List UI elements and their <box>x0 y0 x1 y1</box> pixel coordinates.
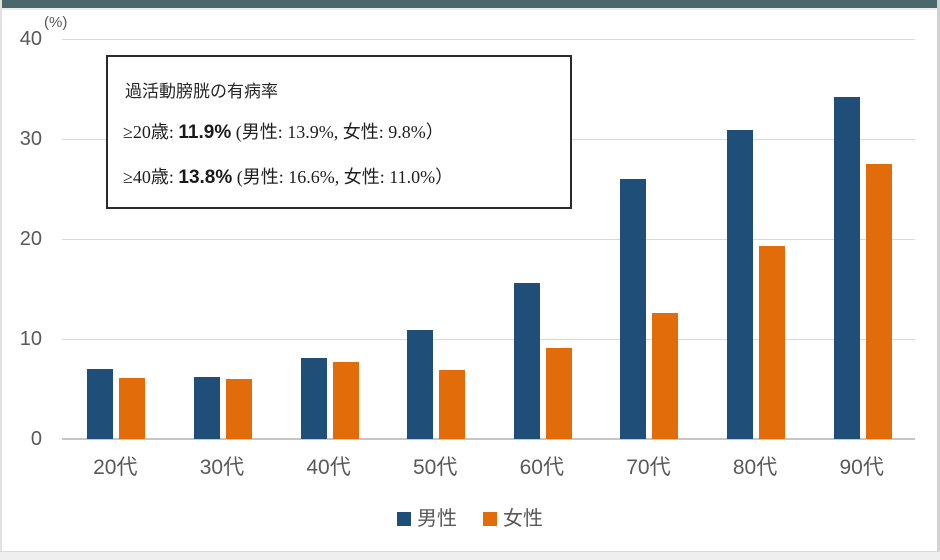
x-axis-label-90代: 90代 <box>839 456 884 479</box>
annotation-detail: (男性: 16.6%, 女性: 11.0%） <box>232 167 454 187</box>
bottom-margin-strip <box>0 551 940 560</box>
x-axis-label-40代: 40代 <box>306 456 351 479</box>
annotation-title: 過活動膀胱の有病率 <box>125 82 278 101</box>
x-axis-label-70代: 70代 <box>626 456 671 479</box>
bar-女性-70代 <box>652 313 679 439</box>
y-axis-unit-label: (%) <box>44 14 68 31</box>
annotation-prefix: ≥40歳: <box>123 167 179 187</box>
x-axis-label-50代: 50代 <box>413 456 458 479</box>
bar-男性-50代 <box>407 330 434 439</box>
bar-男性-80代 <box>727 130 754 439</box>
gridline-40 <box>62 38 915 40</box>
annotation-box: 過活動膀胱の有病率 ≥20歳: 11.9% (男性: 13.9%, 女性: 9.… <box>106 55 572 209</box>
female-color-swatch <box>483 512 497 526</box>
annotation-value: 13.8% <box>178 167 233 188</box>
legend-item-male: 男性 <box>397 509 457 529</box>
annotation-detail: (男性: 13.9%, 女性: 9.8%） <box>231 122 444 142</box>
bar-女性-20代 <box>119 378 146 439</box>
y-tick-label-20: 20 <box>19 228 42 250</box>
bar-男性-40代 <box>300 358 327 439</box>
gridline-10 <box>62 338 915 340</box>
annotation-line-over40: ≥40歳: 13.8% (男性: 16.6%, 女性: 11.0%） <box>123 163 453 189</box>
left-window-edge <box>0 0 2 559</box>
male-color-swatch <box>397 512 411 526</box>
right-window-edge <box>937 0 940 559</box>
bar-女性-60代 <box>545 348 572 439</box>
legend: 男性 女性 <box>0 509 940 529</box>
y-tick-label-40: 40 <box>19 28 42 50</box>
bar-男性-20代 <box>87 369 114 439</box>
bar-男性-90代 <box>833 97 860 439</box>
annotation-value: 11.9% <box>178 122 232 143</box>
bar-女性-40代 <box>332 362 359 439</box>
x-axis-label-60代: 60代 <box>519 456 564 479</box>
legend-item-female: 女性 <box>483 509 543 529</box>
bar-男性-30代 <box>193 377 220 439</box>
bar-女性-80代 <box>759 246 786 439</box>
legend-label-female: 女性 <box>503 508 543 530</box>
bar-女性-50代 <box>439 370 466 439</box>
annotation-prefix: ≥20歳: <box>123 122 179 142</box>
y-tick-label-30: 30 <box>19 128 42 150</box>
gridline-0 <box>62 438 915 440</box>
y-tick-label-10: 10 <box>19 328 42 350</box>
x-axis-label-80代: 80代 <box>732 456 778 479</box>
gridline-20 <box>62 238 915 240</box>
legend-label-male: 男性 <box>417 508 457 530</box>
bar-男性-60代 <box>513 283 540 439</box>
bar-男性-70代 <box>620 179 647 439</box>
annotation-line-over20: ≥20歳: 11.9% (男性: 13.9%, 女性: 9.8%） <box>123 118 444 144</box>
x-axis-label-30代: 30代 <box>199 456 245 479</box>
bar-女性-90代 <box>865 164 892 439</box>
y-tick-label-0: 0 <box>30 428 42 450</box>
top-accent-bar <box>0 0 940 10</box>
bar-女性-30代 <box>225 379 252 439</box>
x-axis-label-20代: 20代 <box>93 456 138 479</box>
